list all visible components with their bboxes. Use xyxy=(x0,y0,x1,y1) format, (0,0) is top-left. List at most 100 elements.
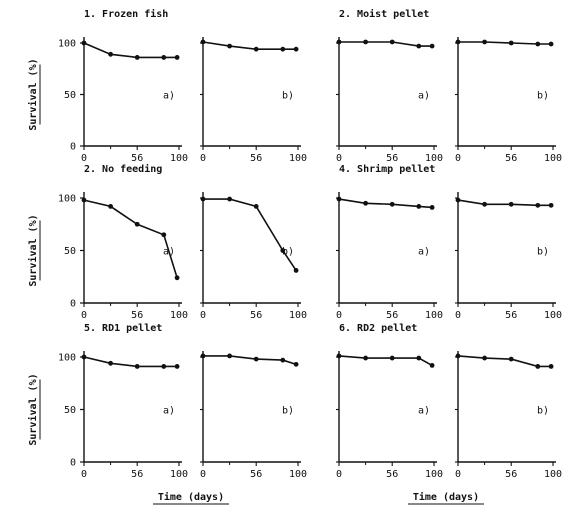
subpanel-label: a) xyxy=(163,406,175,417)
y-tick-label: 100 xyxy=(58,353,76,364)
subpanel-label: a) xyxy=(163,247,175,258)
data-point xyxy=(200,353,206,359)
series-line xyxy=(203,198,297,271)
y-axis-title: Survival (%) xyxy=(27,373,39,445)
data-point xyxy=(280,46,286,52)
x-tick-label: 56 xyxy=(250,310,262,321)
x-tick-label: 100 xyxy=(289,469,307,480)
x-tick-label: 56 xyxy=(250,469,262,480)
panel-title: 5. RD1 pellet xyxy=(84,323,162,334)
x-tick-label: 0 xyxy=(336,469,342,480)
x-tick-label: 100 xyxy=(170,153,188,164)
panel-title: 6. RD2 pellet xyxy=(339,323,417,334)
subpanel-label: a) xyxy=(418,406,430,417)
x-tick-label: 56 xyxy=(250,153,262,164)
data-point xyxy=(161,232,167,238)
data-point xyxy=(508,40,514,46)
y-axis-title: Survival (%) xyxy=(27,214,39,286)
subpanel-label: b) xyxy=(537,247,549,258)
y-tick-label: 100 xyxy=(58,39,76,50)
subpanel-label: a) xyxy=(418,247,430,258)
data-point xyxy=(363,39,368,45)
x-tick-label: 0 xyxy=(200,469,206,480)
data-point xyxy=(482,39,487,45)
data-point xyxy=(134,221,140,227)
x-tick-label: 100 xyxy=(170,469,188,480)
data-point xyxy=(389,201,395,207)
x-axis-title: Time (days) xyxy=(413,491,479,503)
data-point xyxy=(161,364,167,369)
data-point xyxy=(108,51,113,57)
data-point xyxy=(535,41,541,47)
data-point xyxy=(227,353,233,359)
x-tick-label: 0 xyxy=(455,310,461,321)
data-point xyxy=(293,46,299,52)
x-tick-label: 0 xyxy=(455,469,461,480)
data-point xyxy=(455,39,461,45)
data-point xyxy=(161,55,167,60)
data-point xyxy=(482,355,487,361)
x-tick-label: 56 xyxy=(505,153,517,164)
x-tick-label: 56 xyxy=(386,153,398,164)
data-point xyxy=(280,357,286,363)
data-point xyxy=(227,196,233,202)
data-point xyxy=(134,55,140,60)
x-tick-label: 100 xyxy=(544,469,562,480)
data-point xyxy=(336,353,342,359)
x-tick-label: 0 xyxy=(81,153,87,164)
data-point xyxy=(336,39,342,45)
data-point xyxy=(548,202,554,208)
data-point xyxy=(336,196,342,202)
x-tick-label: 100 xyxy=(544,310,562,321)
data-point xyxy=(363,200,368,206)
x-tick-label: 100 xyxy=(544,153,562,164)
x-tick-label: 56 xyxy=(386,310,398,321)
data-point xyxy=(429,43,435,49)
x-tick-label: 0 xyxy=(336,153,342,164)
subpanel-label: a) xyxy=(163,91,175,102)
x-tick-label: 0 xyxy=(81,469,87,480)
x-tick-label: 56 xyxy=(131,469,143,480)
data-point xyxy=(200,39,206,45)
data-point xyxy=(389,355,395,361)
data-point xyxy=(429,363,435,368)
data-point xyxy=(482,201,487,207)
data-point xyxy=(200,196,206,202)
data-point xyxy=(174,275,180,281)
x-tick-label: 100 xyxy=(289,310,307,321)
data-point xyxy=(535,202,541,208)
data-point xyxy=(363,355,368,361)
y-tick-label: 50 xyxy=(64,246,76,257)
x-tick-label: 0 xyxy=(336,310,342,321)
x-tick-label: 100 xyxy=(425,310,443,321)
data-point xyxy=(81,40,87,46)
x-tick-label: 0 xyxy=(81,310,87,321)
data-point xyxy=(455,197,461,203)
data-point xyxy=(293,268,299,273)
data-point xyxy=(134,364,140,369)
data-point xyxy=(108,204,113,209)
data-point xyxy=(253,204,259,209)
x-tick-label: 56 xyxy=(131,153,143,164)
y-axis-title: Survival (%) xyxy=(27,58,39,130)
data-point xyxy=(81,197,87,203)
data-point xyxy=(280,248,286,253)
series-line xyxy=(83,199,178,279)
x-tick-label: 56 xyxy=(386,469,398,480)
data-point xyxy=(416,355,422,361)
panel-title: 2. No feeding xyxy=(84,163,162,175)
data-point xyxy=(253,46,259,52)
x-tick-label: 0 xyxy=(455,153,461,164)
data-point xyxy=(108,360,113,366)
data-point xyxy=(548,364,554,369)
data-point xyxy=(227,43,233,49)
data-point xyxy=(535,364,541,369)
subpanel-label: b) xyxy=(282,247,294,258)
y-tick-label: 0 xyxy=(70,142,76,153)
subpanel-label: b) xyxy=(282,406,294,417)
data-point xyxy=(174,364,180,369)
y-tick-label: 50 xyxy=(64,405,76,416)
data-point xyxy=(508,201,514,207)
y-tick-label: 0 xyxy=(70,299,76,310)
